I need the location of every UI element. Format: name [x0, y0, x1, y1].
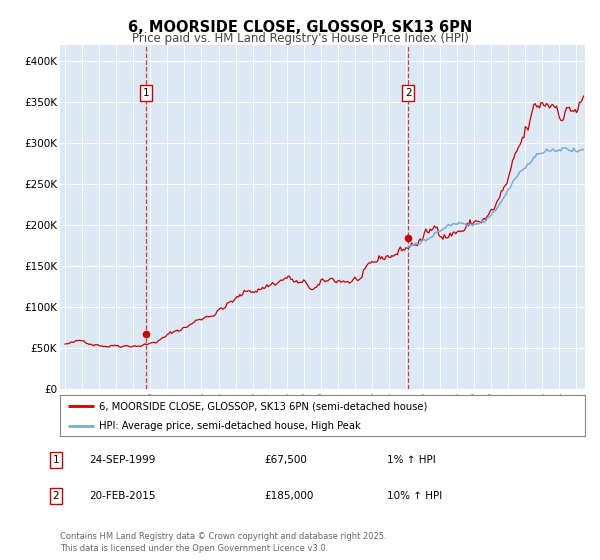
Text: 6, MOORSIDE CLOSE, GLOSSOP, SK13 6PN (semi-detached house): 6, MOORSIDE CLOSE, GLOSSOP, SK13 6PN (se… — [100, 402, 428, 411]
Text: Price paid vs. HM Land Registry's House Price Index (HPI): Price paid vs. HM Land Registry's House … — [131, 32, 469, 45]
Text: 24-SEP-1999: 24-SEP-1999 — [89, 455, 155, 465]
Text: 6, MOORSIDE CLOSE, GLOSSOP, SK13 6PN: 6, MOORSIDE CLOSE, GLOSSOP, SK13 6PN — [128, 20, 472, 35]
Text: 1: 1 — [142, 88, 149, 98]
Text: £185,000: £185,000 — [264, 491, 313, 501]
Text: Contains HM Land Registry data © Crown copyright and database right 2025.
This d: Contains HM Land Registry data © Crown c… — [60, 533, 386, 553]
Text: 1: 1 — [52, 455, 59, 465]
Text: £67,500: £67,500 — [264, 455, 307, 465]
Text: 10% ↑ HPI: 10% ↑ HPI — [387, 491, 442, 501]
Text: 20-FEB-2015: 20-FEB-2015 — [89, 491, 155, 501]
Text: 2: 2 — [52, 491, 59, 501]
Text: 1% ↑ HPI: 1% ↑ HPI — [387, 455, 436, 465]
Text: HPI: Average price, semi-detached house, High Peak: HPI: Average price, semi-detached house,… — [100, 421, 361, 431]
Text: 2: 2 — [405, 88, 412, 98]
